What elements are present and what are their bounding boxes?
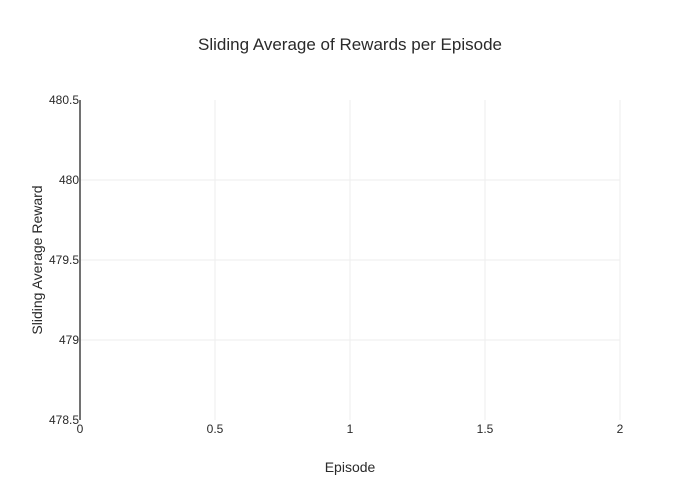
grid-lines [80,100,621,420]
y-tick-label: 480.5 [49,93,79,107]
x-axis-title: Episode [325,459,376,475]
x-tick-label: 2 [617,422,624,436]
x-tick-label: 1.5 [477,422,494,436]
y-tick-label: 479 [59,333,79,347]
x-axis-ticks: 0 0.5 1 1.5 2 [77,422,624,436]
x-tick-label: 0.5 [207,422,224,436]
x-tick-label: 1 [347,422,354,436]
y-tick-label: 480 [59,173,79,187]
y-axis-ticks: 478.5 479 479.5 480 480.5 [49,93,79,427]
y-tick-label: 478.5 [49,413,79,427]
chart-title: Sliding Average of Rewards per Episode [198,35,502,54]
x-tick-label: 0 [77,422,84,436]
y-axis-title: Sliding Average Reward [29,185,45,334]
y-tick-label: 479.5 [49,253,79,267]
